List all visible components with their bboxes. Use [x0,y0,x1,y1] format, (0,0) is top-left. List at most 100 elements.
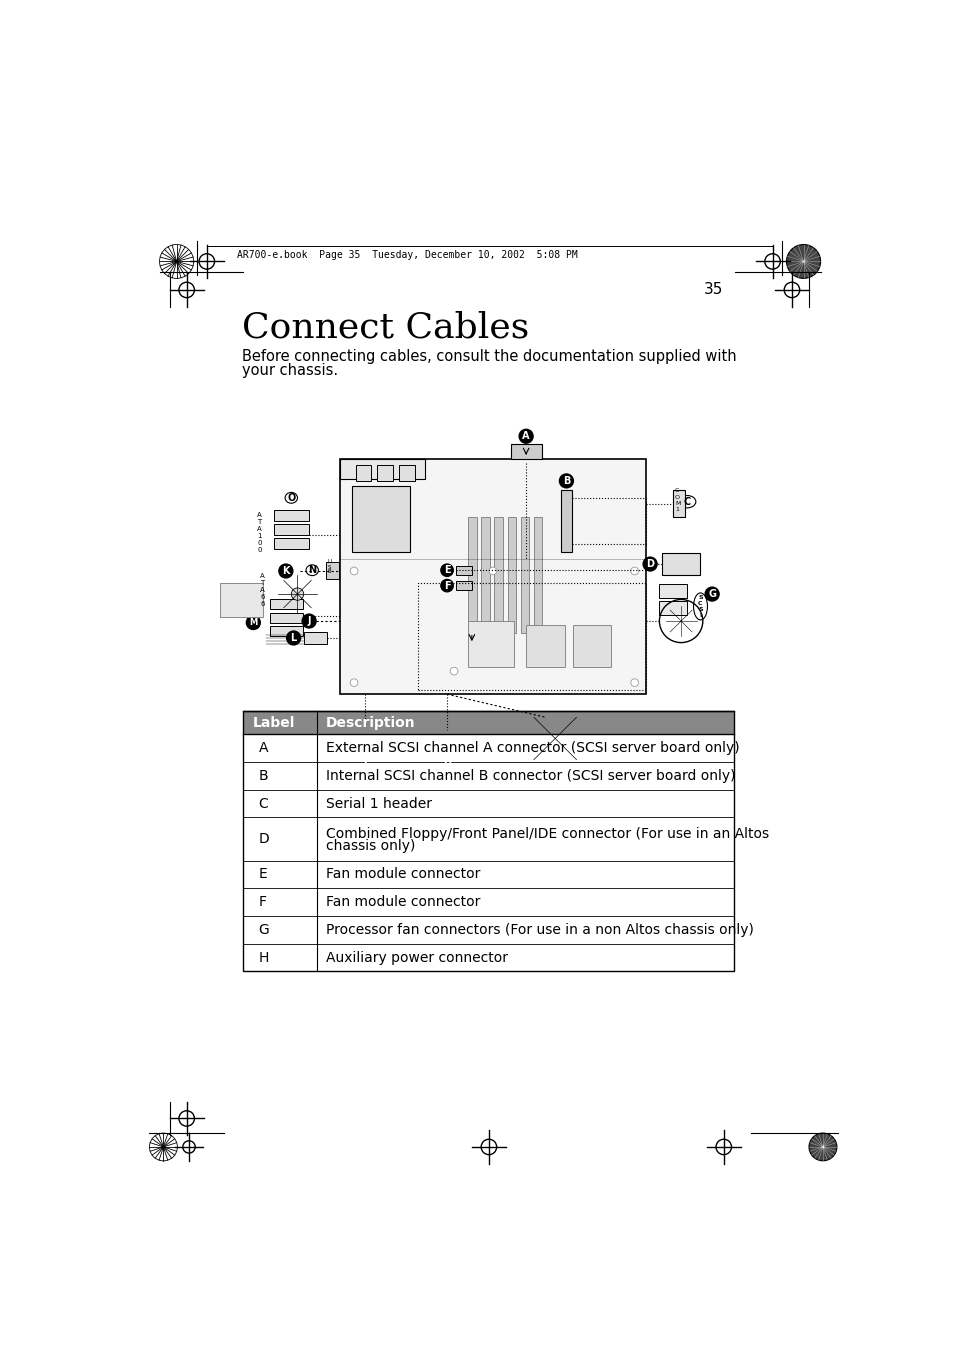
Text: Fan module connector: Fan module connector [326,867,480,881]
Text: J: J [307,616,311,626]
Bar [480,517,489,632]
Circle shape [286,631,300,644]
Bar [520,517,529,632]
Bar [243,817,733,861]
Ellipse shape [306,565,318,576]
Text: your chassis.: your chassis. [241,363,337,378]
Bar [243,888,733,916]
Bar [661,554,700,574]
Bar [534,517,542,632]
Bar [352,727,375,731]
Bar [468,517,476,632]
Bar [243,790,733,817]
Text: External SCSI channel A connector (SCSI server board only): External SCSI channel A connector (SCSI … [326,742,739,755]
Bar [510,444,541,459]
Text: Processor fan connectors (For use in a non Altos chassis only): Processor fan connectors (For use in a n… [326,923,753,936]
Text: U: U [328,559,332,565]
Circle shape [808,1133,836,1161]
Text: chassis only): chassis only) [326,839,416,852]
Bar [352,748,375,753]
Text: A
T
A
1
0
0: A T A 1 0 0 [257,512,262,553]
Text: M: M [674,501,679,505]
Bar [456,566,472,574]
Circle shape [518,430,533,443]
Text: A: A [258,742,268,755]
Bar [456,581,472,590]
Text: B: B [258,769,268,782]
Bar [436,738,456,742]
Bar [560,490,571,551]
Text: Auxiliary power connector: Auxiliary power connector [326,951,508,965]
Text: C: C [258,797,268,811]
Text: N: N [308,565,316,576]
Text: O: O [287,493,295,503]
Text: S
C
S
I: S C S I [698,596,702,617]
Text: Internal SCSI channel B connector (SCSI server board only): Internal SCSI channel B connector (SCSI … [326,769,735,782]
Text: I: I [363,757,366,766]
Text: H: H [442,757,451,766]
Bar [340,459,425,478]
Circle shape [302,615,315,628]
Text: E: E [258,867,267,881]
Text: E: E [443,565,450,576]
Bar [659,584,686,598]
Circle shape [350,678,357,686]
Circle shape [350,567,357,574]
Bar [436,748,456,753]
Bar [352,732,375,736]
Ellipse shape [285,493,297,503]
Bar [243,762,733,790]
Text: G: G [707,589,716,598]
Bar [659,601,686,615]
Circle shape [246,616,260,630]
Circle shape [440,580,453,592]
Bar [270,600,303,609]
Bar [494,517,502,632]
Bar [572,626,611,667]
Circle shape [642,557,657,571]
Circle shape [440,565,453,577]
Text: D: D [258,832,269,846]
Bar [243,943,733,971]
Circle shape [278,565,293,578]
Circle shape [450,667,457,676]
Bar [326,562,338,578]
Text: A
T
A
6
6: A T A 6 6 [260,573,265,607]
Circle shape [558,474,573,488]
Bar [270,612,303,623]
Text: M: M [249,617,257,627]
Circle shape [291,588,303,600]
Text: L: L [291,634,296,643]
Bar [274,538,309,549]
Text: G: G [550,763,558,774]
Circle shape [547,762,561,775]
Text: F: F [258,896,267,909]
Bar [355,466,371,481]
Text: B: B [328,569,331,574]
Bar [673,490,684,517]
Bar [507,517,516,632]
Text: Description: Description [326,716,416,730]
Text: C: C [674,489,679,493]
Text: Fan module connector: Fan module connector [326,896,480,909]
Circle shape [785,245,820,278]
Ellipse shape [679,496,695,508]
Text: B: B [562,476,570,486]
Text: Serial 1 header: Serial 1 header [326,797,432,811]
Text: F: F [443,581,450,590]
Text: D: D [645,559,654,569]
Text: H: H [258,951,269,965]
Bar [243,734,733,762]
Text: G: G [258,923,269,936]
Text: AR700-e.book  Page 35  Tuesday, December 10, 2002  5:08 PM: AR700-e.book Page 35 Tuesday, December 1… [236,250,578,259]
Bar [274,511,309,521]
Text: Connect Cables: Connect Cables [241,311,528,345]
Circle shape [630,567,638,574]
Circle shape [357,754,372,769]
Bar [270,626,303,636]
Bar [525,626,564,667]
Bar [534,717,576,759]
Circle shape [439,754,454,769]
Bar [243,711,733,971]
Bar [243,861,733,888]
